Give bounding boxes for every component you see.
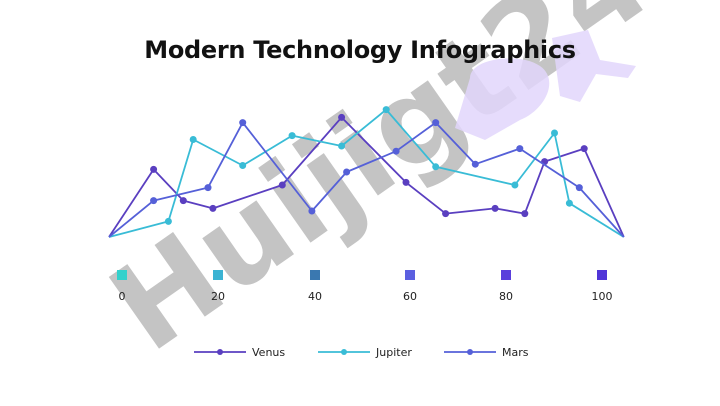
- data-point: [491, 204, 499, 212]
- data-point: [343, 168, 351, 176]
- data-point: [239, 119, 247, 127]
- legend: Venus Jupiter Mars: [194, 346, 529, 359]
- legend-label: Venus: [252, 346, 285, 359]
- data-point: [209, 204, 217, 212]
- data-point: [575, 184, 583, 192]
- legend-swatch-marker: [467, 349, 473, 355]
- data-point: [164, 217, 172, 225]
- series-layer: [108, 106, 625, 238]
- legend-swatch-marker: [217, 349, 223, 355]
- data-point: [288, 132, 296, 140]
- legend-item-jupiter: Jupiter: [318, 346, 412, 359]
- x-axis-ticks: 0 20 40 60 80 100: [117, 270, 613, 303]
- series-venus: [108, 113, 625, 238]
- series-jupiter: [108, 106, 625, 238]
- data-point: [150, 197, 158, 205]
- data-point: [278, 181, 286, 189]
- data-point: [338, 113, 346, 121]
- data-point: [392, 147, 400, 155]
- legend-label: Jupiter: [375, 346, 412, 359]
- legend-swatch-marker: [341, 349, 347, 355]
- x-tick-label: 0: [119, 290, 126, 303]
- x-tick-label: 40: [308, 290, 322, 303]
- data-point: [150, 165, 158, 173]
- data-point: [432, 163, 440, 171]
- tick-marker: [501, 270, 511, 280]
- tick-marker: [213, 270, 223, 280]
- tick-marker: [405, 270, 415, 280]
- data-point: [471, 160, 479, 168]
- tick-marker: [117, 270, 127, 280]
- series-line: [108, 108, 625, 238]
- data-point: [580, 145, 588, 153]
- data-point: [308, 207, 316, 215]
- tick-marker: [310, 270, 320, 280]
- data-point: [521, 210, 529, 218]
- data-point: [402, 178, 410, 186]
- watermark-shape: [552, 30, 636, 102]
- x-tick-label: 20: [211, 290, 225, 303]
- x-tick-label: 100: [592, 290, 613, 303]
- legend-item-venus: Venus: [194, 346, 285, 359]
- data-point: [442, 210, 450, 218]
- x-tick-label: 80: [499, 290, 513, 303]
- data-point: [239, 162, 247, 169]
- series-mars: [108, 119, 625, 238]
- legend-label: Mars: [502, 346, 529, 359]
- tick-marker: [597, 270, 607, 280]
- data-point: [432, 119, 440, 127]
- series-line: [108, 121, 625, 238]
- legend-item-mars: Mars: [444, 346, 529, 359]
- data-point: [565, 199, 573, 207]
- data-point: [511, 181, 519, 189]
- page-title: Modern Technology Infographics: [144, 36, 576, 64]
- data-point: [338, 142, 346, 150]
- data-point: [189, 136, 197, 143]
- data-point: [382, 106, 390, 114]
- data-point: [204, 184, 212, 192]
- x-tick-label: 60: [403, 290, 417, 303]
- data-point: [551, 129, 558, 137]
- data-point: [516, 145, 524, 153]
- watermark-shape: [455, 58, 550, 140]
- data-point: [179, 197, 187, 205]
